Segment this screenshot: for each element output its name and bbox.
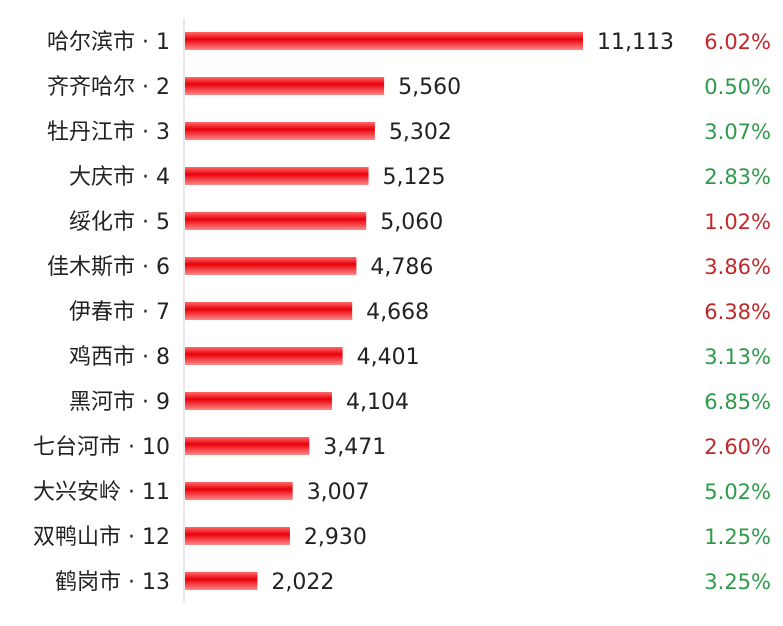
bar: [185, 482, 293, 500]
value-label: 2,930: [304, 525, 367, 550]
percent-label: 1.02%: [704, 210, 771, 234]
value-label: 4,668: [366, 300, 429, 325]
category-label: 大兴安岭 · 11: [33, 480, 170, 505]
value-label: 5,060: [380, 210, 443, 235]
value-label: 11,113: [597, 30, 674, 55]
percent-label: 3.25%: [704, 570, 771, 594]
value-label: 4,786: [370, 255, 433, 280]
value-label: 4,401: [357, 345, 420, 370]
bar: [185, 122, 375, 140]
percent-label: 0.50%: [704, 75, 771, 99]
value-label: 5,302: [389, 120, 452, 145]
category-label: 黑河市 · 9: [69, 390, 170, 415]
value-label: 4,104: [346, 390, 409, 415]
bar: [185, 32, 583, 50]
percent-label: 6.85%: [704, 390, 771, 414]
category-label: 鸡西市 · 8: [69, 345, 170, 370]
percent-label: 1.25%: [704, 525, 771, 549]
category-label: 绥化市 · 5: [69, 210, 170, 235]
bar: [185, 572, 258, 590]
bar: [185, 437, 310, 455]
bar: [185, 167, 369, 185]
category-label: 大庆市 · 4: [69, 165, 170, 190]
value-label: 5,560: [398, 75, 461, 100]
percent-label: 3.13%: [704, 345, 771, 369]
bar: [185, 257, 357, 275]
category-label: 伊春市 · 7: [69, 300, 170, 325]
value-label: 5,125: [383, 165, 446, 190]
percent-label: 3.07%: [704, 120, 771, 144]
bar: [185, 302, 353, 320]
category-label: 牡丹江市 · 3: [47, 120, 170, 145]
percent-label: 6.02%: [704, 30, 771, 54]
percent-label: 2.60%: [704, 435, 771, 459]
bar: [185, 527, 290, 545]
category-label: 七台河市 · 10: [33, 435, 170, 460]
category-label: 佳木斯市 · 6: [47, 255, 170, 280]
bar: [185, 212, 367, 230]
percent-label: 3.86%: [704, 255, 771, 279]
bar: [185, 392, 332, 410]
percent-label: 6.38%: [704, 300, 771, 324]
percent-label: 2.83%: [704, 165, 771, 189]
bar: [185, 347, 343, 365]
category-label: 鹤岗市 · 13: [55, 570, 170, 595]
category-label: 齐齐哈尔 · 2: [47, 75, 170, 100]
bar: [185, 77, 385, 95]
value-label: 3,471: [323, 435, 386, 460]
value-label: 3,007: [307, 480, 370, 505]
value-label: 2,022: [271, 570, 334, 595]
category-label: 哈尔滨市 · 1: [47, 30, 170, 55]
percent-label: 5.02%: [704, 480, 771, 504]
category-label: 双鸭山市 · 12: [33, 525, 170, 550]
